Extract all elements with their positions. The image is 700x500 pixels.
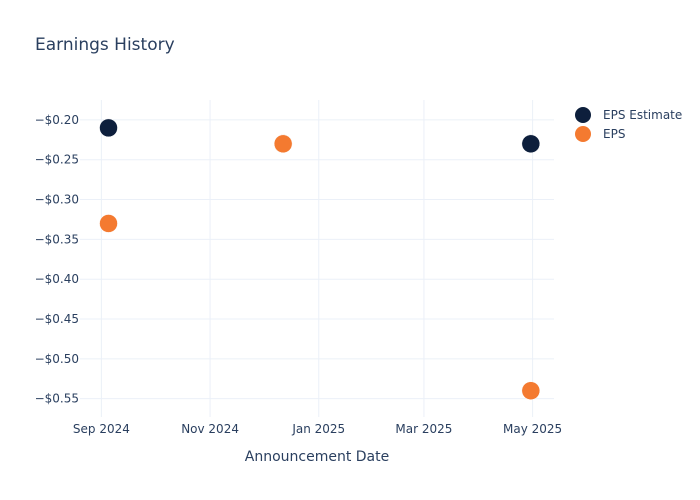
data-markers — [99, 118, 541, 400]
x-tick-label: Sep 2024 — [73, 422, 130, 436]
y-tick-label: −$0.55 — [35, 392, 79, 406]
legend-marker-eps-estimate — [575, 107, 591, 123]
y-tick-label: −$0.40 — [35, 272, 79, 286]
x-tick-label: Mar 2025 — [395, 422, 452, 436]
y-tick-label: −$0.20 — [35, 113, 79, 127]
legend-marker-eps — [575, 126, 591, 142]
y-tick-label: −$0.45 — [35, 312, 79, 326]
eps-marker[interactable] — [273, 134, 293, 154]
eps-estimate-marker[interactable] — [99, 118, 118, 138]
y-tick-label: −$0.30 — [35, 193, 79, 207]
chart-title: Earnings History — [35, 35, 175, 55]
x-tick-label: Jan 2025 — [291, 422, 345, 436]
legend-item-eps-estimate[interactable]: EPS Estimate — [575, 107, 682, 123]
legend-label: EPS Estimate — [603, 108, 682, 122]
eps-marker[interactable] — [99, 214, 118, 233]
eps-marker[interactable] — [521, 381, 541, 400]
y-axis-ticks: −$0.20 −$0.25 −$0.30 −$0.35 −$0.40 −$0.45 −$0.… — [35, 113, 79, 406]
legend[interactable]: EPS Estimate EPS — [575, 107, 682, 142]
grid — [80, 100, 554, 417]
x-axis-title: Announcement Date — [245, 449, 389, 465]
x-tick-label: May 2025 — [503, 422, 562, 436]
eps-estimate-marker[interactable] — [521, 134, 541, 154]
legend-item-eps[interactable]: EPS — [575, 126, 625, 142]
x-axis-ticks: Sep 2024 Nov 2024 Jan 2025 Mar 2025 May 2025 — [73, 422, 562, 436]
legend-label: EPS — [603, 127, 625, 141]
y-tick-label: −$0.25 — [35, 153, 79, 167]
x-tick-label: Nov 2024 — [181, 422, 239, 436]
y-tick-label: −$0.35 — [35, 232, 79, 246]
y-tick-label: −$0.50 — [35, 352, 79, 366]
